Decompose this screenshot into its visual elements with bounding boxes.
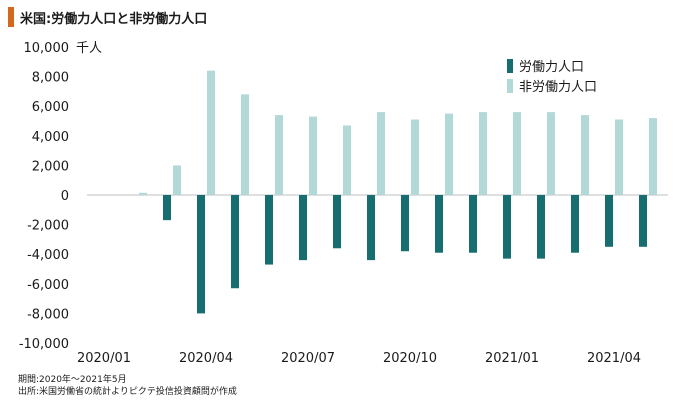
chart-title-bar: 米国:労働力人口と非労働力人口 <box>8 6 207 28</box>
bar-labor-force <box>197 195 205 314</box>
bar-labor-force <box>265 195 273 265</box>
x-tick-label: 2020/07 <box>281 351 335 366</box>
y-tick-label: 8,000 <box>32 71 69 86</box>
y-tick-label: 0 <box>61 189 69 204</box>
y-tick-label: -6,000 <box>27 278 69 293</box>
chart-title: 米国:労働力人口と非労働力人口 <box>20 11 208 27</box>
bar-group <box>139 70 657 314</box>
bar-not-in-labor-force <box>139 192 147 195</box>
y-tick-label: -4,000 <box>27 248 69 263</box>
bar-labor-force <box>469 195 477 253</box>
legend-label: 労働力人口 <box>519 60 584 75</box>
bar-labor-force <box>605 195 613 247</box>
bar-not-in-labor-force <box>173 165 181 195</box>
legend-label: 非労働力人口 <box>519 80 597 95</box>
title-accent-mark <box>8 7 14 27</box>
bar-not-in-labor-force <box>513 112 521 195</box>
y-tick-label: 2,000 <box>32 159 69 174</box>
bar-not-in-labor-force <box>275 115 283 195</box>
x-tick-label: 2021/01 <box>485 351 539 366</box>
x-tick-label: 2020/01 <box>77 351 131 366</box>
y-tick-label: -2,000 <box>27 219 69 234</box>
legend-swatch <box>507 79 513 93</box>
bar-not-in-labor-force <box>547 112 555 195</box>
y-tick-label: 6,000 <box>32 100 69 115</box>
y-tick-label: 4,000 <box>32 130 69 145</box>
bar-not-in-labor-force <box>309 116 317 195</box>
bar-labor-force <box>163 195 171 221</box>
bar-labor-force <box>367 195 375 261</box>
bar-labor-force <box>435 195 443 253</box>
x-tick-label: 2020/10 <box>383 351 437 366</box>
bar-labor-force <box>231 195 239 289</box>
y-axis-ticks: 10,000 8,000 6,000 4,000 2,000 0 -2,000 -4,000 -… <box>19 41 69 352</box>
x-axis-ticks: 2020/01 2020/04 2020/07 2020/10 2021/01 2021/… <box>77 351 641 366</box>
bar-not-in-labor-force <box>343 125 351 195</box>
x-tick-label: 2021/04 <box>587 351 641 366</box>
y-unit-label: 千人 <box>76 41 102 56</box>
bar-not-in-labor-force <box>207 70 215 195</box>
y-tick-label: 10,000 <box>24 41 70 56</box>
legend-swatch <box>507 59 513 73</box>
bar-not-in-labor-force <box>411 119 419 195</box>
bar-not-in-labor-force <box>615 119 623 195</box>
bar-not-in-labor-force <box>445 113 453 195</box>
footer-period: 期間:2020年〜2021年5月 <box>18 375 127 385</box>
bar-not-in-labor-force <box>479 112 487 195</box>
bar-labor-force <box>299 195 307 261</box>
x-tick-label: 2020/04 <box>179 351 233 366</box>
bar-labor-force <box>503 195 511 259</box>
bar-not-in-labor-force <box>241 94 249 195</box>
bar-not-in-labor-force <box>377 112 385 195</box>
bar-labor-force <box>401 195 409 252</box>
bar-not-in-labor-force <box>581 115 589 195</box>
bar-labor-force <box>639 195 647 247</box>
y-tick-label: -10,000 <box>19 337 69 352</box>
bar-labor-force <box>333 195 341 249</box>
y-tick-label: -8,000 <box>27 307 69 322</box>
bar-not-in-labor-force <box>649 118 657 195</box>
bar-labor-force <box>537 195 545 259</box>
bar-labor-force <box>571 195 579 253</box>
footer-source: 出所:米国労働省の統計よりピクテ投信投資顧問が作成 <box>18 387 237 397</box>
